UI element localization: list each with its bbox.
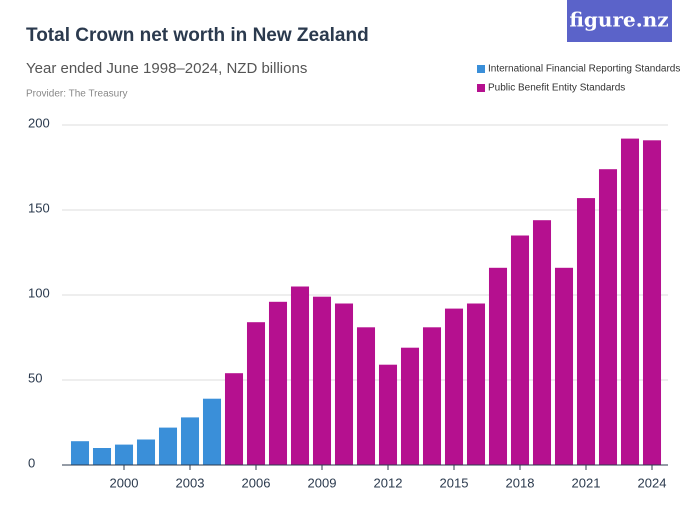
bar (642, 140, 662, 466)
y-tick-label: 0 (28, 455, 35, 470)
x-tick-label: 2006 (242, 475, 271, 490)
bar (334, 303, 354, 465)
bar (532, 220, 552, 465)
bar (224, 373, 244, 465)
bar (180, 417, 200, 465)
bar (356, 327, 376, 465)
y-tick-label: 50 (28, 370, 42, 385)
y-tick-label: 100 (28, 285, 50, 300)
bar (510, 235, 530, 465)
logo-box (567, 0, 672, 42)
bar (312, 296, 332, 465)
provider: Provider: The Treasury (26, 89, 128, 100)
y-tick-label: 200 (28, 115, 50, 130)
bar (488, 267, 508, 465)
bar (620, 138, 640, 465)
x-tick-label: 2018 (506, 475, 535, 490)
bar (268, 301, 288, 465)
legend-label: International Financial Reporting Standa… (488, 64, 680, 75)
x-tick-label: 2003 (176, 475, 205, 490)
x-tick-label: 2024 (638, 475, 667, 490)
bar (136, 439, 156, 465)
chart-title: Total Crown net worth in New Zealand (26, 25, 369, 46)
bar (290, 286, 310, 465)
legend-label: Public Benefit Entity Standards (488, 83, 625, 94)
x-tick-label: 2021 (572, 475, 601, 490)
bar (114, 444, 134, 465)
y-tick-label: 150 (28, 200, 50, 215)
bar (378, 364, 398, 465)
bar (554, 267, 574, 465)
bar (400, 347, 420, 465)
x-tick-label: 2000 (110, 475, 139, 490)
bar (576, 198, 596, 465)
x-tick-label: 2015 (440, 475, 469, 490)
bar (246, 322, 266, 465)
bar (444, 308, 464, 465)
bar (92, 448, 112, 465)
bar (158, 427, 178, 465)
legend-swatch (477, 84, 485, 92)
bar (70, 441, 90, 465)
bar (202, 398, 222, 465)
bar (422, 327, 442, 465)
logo: figure.nz (569, 8, 668, 32)
x-tick-label: 2012 (374, 475, 403, 490)
bar (598, 169, 618, 465)
legend-swatch (477, 65, 485, 73)
bar (466, 303, 486, 465)
chart-subtitle: Year ended June 1998–2024, NZD billions (26, 60, 307, 77)
x-tick-label: 2009 (308, 475, 337, 490)
